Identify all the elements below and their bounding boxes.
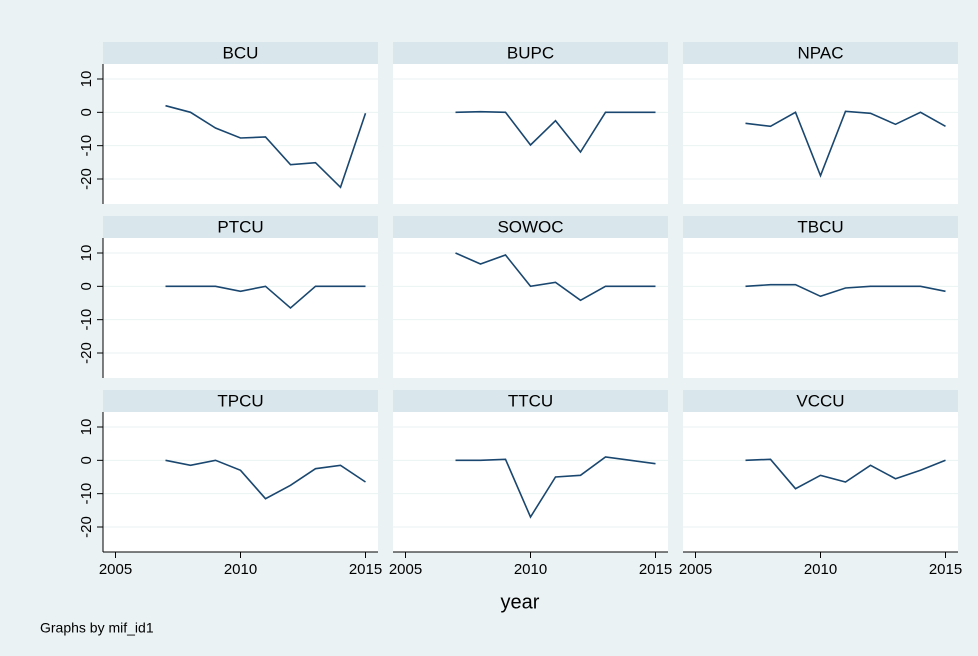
y-tick-label: -10 [78,309,95,331]
y-tick-label: 10 [78,245,95,262]
y-tick-label: 0 [78,282,95,290]
x-tick-label: 2010 [804,561,837,578]
note: Graphs by mif_id1 [40,620,154,636]
panel-title: NPAC [798,43,844,62]
series-line [745,283,946,298]
x-tick-label: 2015 [929,561,962,578]
plot-area [103,64,378,204]
series-line [455,456,656,519]
y-tick-label: -10 [78,135,95,157]
plot-area [683,238,958,378]
y-tick-label: 10 [78,419,95,436]
y-tick-label: 10 [78,71,95,88]
y-tick-label: -20 [78,516,95,538]
x-axis-label: year [501,591,540,613]
x-tick-label: 2010 [224,561,257,578]
series-line [165,285,366,310]
panel-header [393,216,668,238]
panel-title: TTCU [508,391,553,410]
panel-title: PTCU [217,217,263,236]
plot-area [683,64,958,204]
series-line [165,459,366,500]
y-tick-label: -20 [78,168,95,190]
panel-title: VCCU [796,391,844,410]
plot-area [683,412,958,552]
panel-header [393,42,668,64]
series-line [455,252,656,302]
panel-header [683,216,958,238]
series-line [745,110,946,178]
plot-area [103,412,378,552]
x-tick-label: 2005 [99,561,132,578]
x-tick-label: 2015 [349,561,382,578]
y-tick-label: 0 [78,108,95,116]
panel-header [683,390,958,412]
plot-area [103,238,378,378]
panel-header [103,216,378,238]
series-line [165,104,367,189]
x-tick-label: 2010 [514,561,547,578]
y-tick-label: 0 [78,456,95,464]
panel-header [103,390,378,412]
panel-header [393,390,668,412]
panel-title: TBCU [797,217,843,236]
plot-area [393,412,668,552]
x-tick-label: 2005 [389,561,422,578]
series-line [745,458,946,490]
x-tick-label: 2005 [679,561,712,578]
panel-header [683,42,958,64]
panel-title: BCU [223,43,259,62]
panel-title: BUPC [507,43,554,62]
x-tick-label: 2015 [639,561,672,578]
panel-header [103,42,378,64]
plot-area [393,238,668,378]
panel-title: SOWOC [497,217,563,236]
series-line [455,110,656,154]
y-tick-label: -10 [78,483,95,505]
y-tick-label: -20 [78,342,95,364]
panel-title: TPCU [217,391,263,410]
plot-area [393,64,668,204]
